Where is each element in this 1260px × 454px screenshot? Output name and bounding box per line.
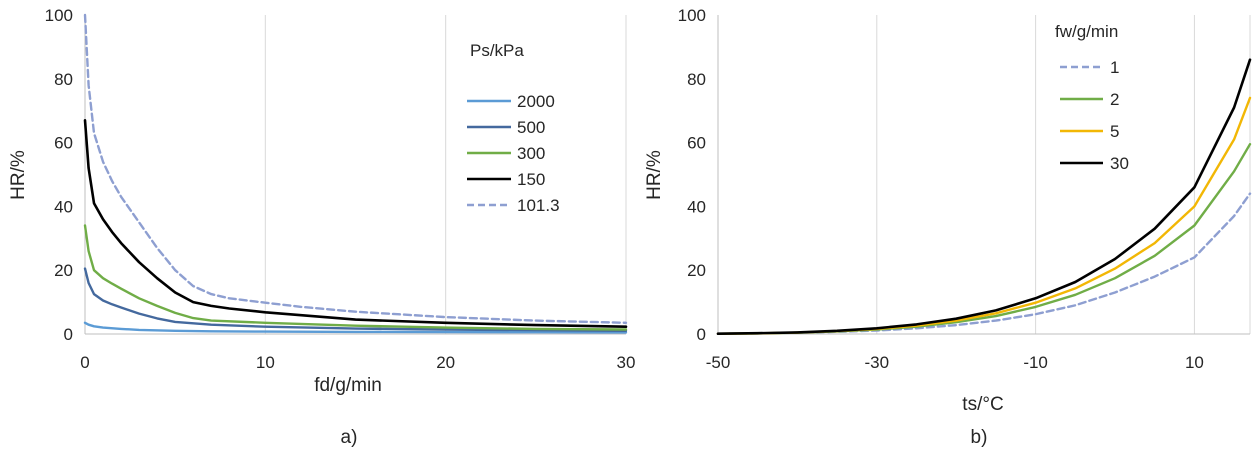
x-tick-label: -10 [1023, 353, 1048, 372]
y-tick-label: 80 [54, 70, 73, 89]
series-line-2 [716, 142, 1252, 335]
y-tick-label: 40 [54, 197, 73, 216]
x-tick-label: -30 [865, 353, 890, 372]
y-axis-label: HR/% [644, 150, 665, 200]
legend-entry-label: 500 [517, 118, 545, 137]
y-tick-label: 20 [687, 261, 706, 280]
series-line-30 [716, 58, 1252, 336]
chart-panel-b: 0 20 40 60 80 100 -50 -30 -10 10 ts/°C HR/% b) fw/g/m… [644, 6, 1252, 448]
y-tick-label: 40 [687, 197, 706, 216]
x-tick-label: 0 [80, 353, 89, 372]
y-tick-label: 20 [54, 261, 73, 280]
legend-entry-label: 2000 [517, 92, 555, 111]
series-line-2000 [83, 321, 628, 334]
legend-entry-label: 2 [1110, 90, 1119, 109]
x-tick-label: 10 [1185, 353, 1204, 372]
x-tick-label: 30 [617, 353, 636, 372]
legend-entry-label: 30 [1110, 154, 1129, 173]
legend-title: Ps/kPa [470, 41, 524, 60]
legend-entry-label: 101.3 [517, 196, 560, 215]
panel-label: a) [341, 427, 358, 448]
x-tick-label: -50 [706, 353, 731, 372]
legend-entry-label: 300 [517, 144, 545, 163]
y-tick-label: 60 [54, 134, 73, 153]
x-axis-label: fd/g/min [314, 375, 382, 396]
series-line-101-3 [83, 13, 628, 324]
chart-panel-a: 0 20 40 60 80 100 0 10 20 30 fd/g/min HR/% a) Ps/kPa 2… [8, 6, 635, 448]
legend-entry-label: 150 [517, 170, 545, 189]
x-tick-label: 20 [436, 353, 455, 372]
y-tick-label: 80 [687, 70, 706, 89]
legend-entry-label: 1 [1110, 58, 1119, 77]
legend-title: fw/g/min [1055, 22, 1118, 41]
legend-entry-label: 5 [1110, 122, 1119, 141]
series-line-150 [83, 119, 628, 329]
y-tick-label: 100 [678, 6, 706, 25]
y-tick-label: 60 [687, 134, 706, 153]
panel-label: b) [971, 427, 988, 448]
y-tick-label: 100 [45, 6, 73, 25]
series-line-500 [83, 267, 628, 332]
x-tick-label: 10 [256, 353, 275, 372]
series-line-5 [716, 96, 1252, 335]
x-axis-label: ts/°C [962, 394, 1003, 415]
y-axis-label: HR/% [8, 150, 29, 200]
series-line-300 [83, 224, 628, 331]
y-tick-label: 0 [697, 325, 706, 344]
y-tick-label: 0 [64, 325, 73, 344]
